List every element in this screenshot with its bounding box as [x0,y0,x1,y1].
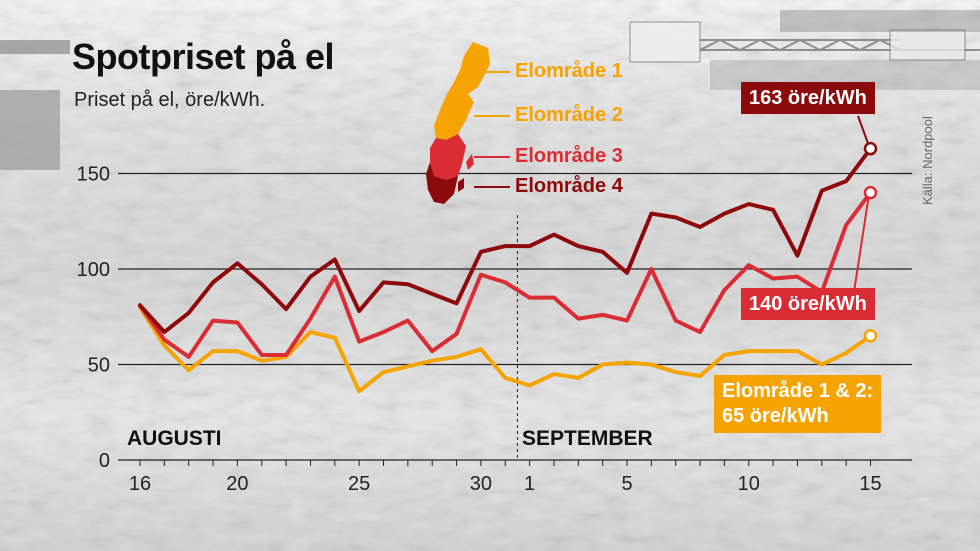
label-connector [857,115,870,146]
end-label-elomrade-3: 140 öre/kWh [741,288,875,320]
legend-item-elomrade-4: Elområde 4 [474,175,623,198]
source-credit: Källa: Nordpool [920,116,935,205]
series-endpoint [863,329,878,343]
end-label-line-2: 65 öre/kWh [722,405,829,427]
y-tick-label: 0 [99,450,110,472]
y-tick-label: 150 [77,164,110,186]
legend-line [474,155,510,158]
end-label-elomrade-1-2: Elområde 1 & 2: 65 öre/kWh [714,375,882,433]
map-zone-4 [426,162,458,204]
label-connector [853,197,870,293]
series-line [138,146,873,335]
series-endpoint [863,185,878,200]
x-tick-label: 25 [348,473,370,495]
x-tick-label: 10 [738,473,760,495]
legend-line [474,70,510,73]
month-label-september: SEPTEMBER [522,427,653,450]
legend-line [474,114,510,117]
series-endpoint [863,141,878,156]
end-label-line-1: Elområde 1 & 2: [722,380,874,402]
sweden-map-icon [426,42,490,204]
map-zone-2 [434,82,474,140]
legend-item-elomrade-1: Elområde 1 [474,60,623,83]
chart-title: Spotpriset på el [72,36,335,77]
series-line [138,190,873,359]
legend-label: Elområde 2 [515,104,623,126]
month-label-august: AUGUSTI [127,427,222,450]
x-tick-label: 30 [470,473,492,495]
legend-label: Elområde 1 [515,60,623,82]
legend-label: Elområde 4 [515,175,623,197]
chart-subtitle: Priset på el, öre/kWh. [74,89,266,111]
map-zone-1 [454,42,490,94]
x-tick-label: 16 [129,473,151,495]
legend-label: Elområde 3 [515,145,623,167]
legend-item-elomrade-2: Elområde 2 [474,104,623,127]
y-tick-label: 100 [77,259,110,281]
x-tick-label: 1 [524,473,535,495]
x-tick-label: 15 [859,473,881,495]
end-label-elomrade-4: 163 öre/kWh [741,82,875,114]
x-tick-label: 20 [226,473,248,495]
legend-line [474,185,510,188]
map-zone-3 [430,134,466,180]
legend-item-elomrade-3: Elområde 3 [474,145,623,168]
x-tick-label: 5 [621,473,632,495]
series-line [138,305,873,394]
y-tick-label: 50 [88,355,110,377]
